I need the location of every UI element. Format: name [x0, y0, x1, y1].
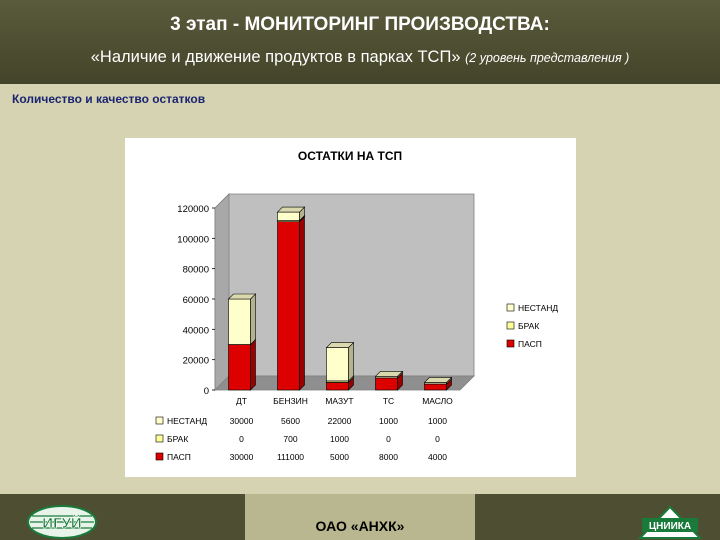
table-row-label: БРАК	[167, 434, 188, 444]
chart-title: ОСТАТКИ НА ТСП	[298, 149, 402, 163]
bar-МАСЛО-ПАСП	[424, 383, 447, 391]
bar-МАЗУТ-НЕСТАНД	[326, 347, 349, 382]
y-tick-label: 80000	[183, 265, 209, 276]
bar-side-БЕНЗИН-ПАСП	[299, 215, 305, 391]
table-cell: 1000	[330, 434, 349, 444]
legend-swatch-НЕСТАНД	[506, 303, 515, 312]
legend-swatch-БРАК	[506, 321, 515, 330]
cniika-logo-text: ЦНИИКА	[649, 521, 691, 532]
table-swatch-БРАК	[155, 434, 164, 443]
table-cell: 700	[283, 434, 297, 444]
bar-top-ДТ-НЕСТАНД	[227, 293, 257, 300]
slide-header: 3 этап - МОНИТОРИНГ ПРОИЗВОДСТВА: «Налич…	[0, 0, 720, 84]
table-cell: 5600	[281, 416, 300, 426]
y-tick-label: 100000	[177, 234, 209, 245]
y-tick-label: 40000	[183, 325, 209, 336]
bar-side-ДТ-ПАСП	[250, 338, 256, 391]
x-tick-label: ДТ	[236, 396, 247, 406]
table-cell: 111000	[277, 452, 304, 462]
bar-top-ТС-НЕСТАНД	[374, 371, 404, 377]
table-cell: 1000	[379, 416, 398, 426]
bar-top-БЕНЗИН-НЕСТАНД	[276, 206, 306, 213]
table-cell: 5000	[330, 452, 349, 462]
igui-logo-text: ИГУЙ	[42, 514, 81, 532]
table-cell: 30000	[230, 416, 254, 426]
x-tick-label: БЕНЗИН	[273, 396, 308, 406]
legend-label-ПАСП: ПАСП	[518, 339, 542, 349]
bar-БЕНЗИН-НЕСТАНД	[277, 211, 300, 221]
table-swatch-ПАСП	[155, 452, 164, 461]
table-cell: 0	[386, 434, 391, 444]
bar-ДТ-ПАСП	[228, 344, 251, 391]
y-tick-label: 120000	[177, 204, 209, 215]
y-tick-label: 0	[204, 386, 209, 397]
table-swatch-НЕСТАНД	[155, 416, 164, 425]
bar-ТС-ПАСП	[375, 377, 398, 391]
table-cell: 4000	[428, 452, 447, 462]
table-row-label: НЕСТАНД	[167, 416, 207, 426]
slide-footer	[0, 494, 720, 540]
subtitle-main: «Наличие и движение продуктов в парках Т…	[90, 48, 461, 66]
slide-title: 3 этап - МОНИТОРИНГ ПРОИЗВОДСТВА:	[170, 14, 550, 35]
x-tick-label: ТС	[383, 396, 394, 406]
subtitle-note: (2 уровень представления )	[465, 51, 630, 65]
bar-top-МАЗУТ-НЕСТАНД	[325, 342, 355, 348]
table-cell: 8000	[379, 452, 398, 462]
x-tick-label: МАСЛО	[422, 396, 453, 406]
bar-МАЗУТ-ПАСП	[326, 382, 349, 391]
y-tick-label: 60000	[183, 295, 209, 306]
bar-side-ДТ-НЕСТАНД	[250, 293, 256, 346]
table-cell: 0	[239, 434, 244, 444]
bar-side-МАЗУТ-НЕСТАНД	[348, 341, 354, 382]
x-tick-label: МАЗУТ	[325, 396, 353, 406]
legend-label-НЕСТАНД: НЕСТАНД	[518, 303, 558, 313]
legend-swatch-ПАСП	[506, 339, 515, 348]
y-tick-label: 20000	[183, 356, 209, 367]
igui-logo: ИГУЙ	[27, 505, 97, 539]
footer-org-name: ОАО «АНХК»	[315, 518, 405, 534]
bar-ДТ-НЕСТАНД	[228, 298, 251, 345]
table-cell: 30000	[230, 452, 254, 462]
bar-БЕНЗИН-ПАСП	[277, 221, 300, 391]
bar-top-МАСЛО-НЕСТАНД	[423, 377, 453, 383]
section-label: Количество и качество остатков	[12, 92, 206, 106]
table-row-label: ПАСП	[167, 452, 191, 462]
chart-panel: ОСТАТКИ НА ТСП 0 20000 40000 60000 80000 10000…	[125, 138, 576, 477]
footer-center-band	[245, 494, 475, 540]
legend-label-БРАК: БРАК	[518, 321, 539, 331]
table-cell: 0	[435, 434, 440, 444]
plot-side-wall	[214, 193, 230, 391]
table-cell: 1000	[428, 416, 447, 426]
table-cell: 22000	[328, 416, 352, 426]
slide-subtitle: «Наличие и движение продуктов в парках Т…	[0, 48, 720, 67]
stacked-bar-chart: ОСТАТКИ НА ТСП02000040000600008000010000…	[155, 149, 558, 462]
cniika-logo: ЦНИИКА	[637, 505, 703, 539]
